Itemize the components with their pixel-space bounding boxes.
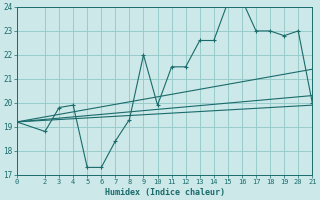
X-axis label: Humidex (Indice chaleur): Humidex (Indice chaleur) — [105, 188, 225, 197]
